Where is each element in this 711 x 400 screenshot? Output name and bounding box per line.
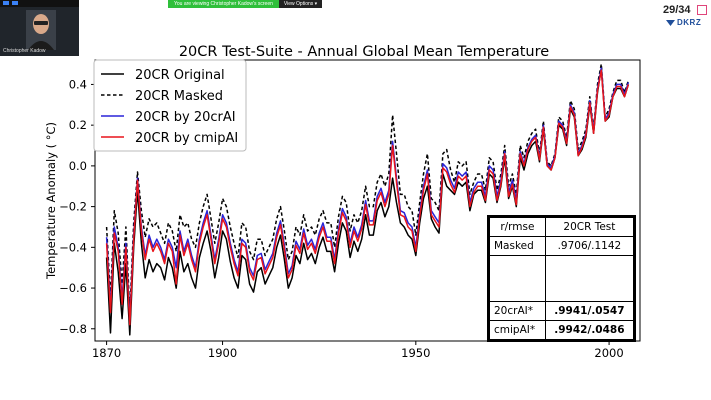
logo-text: DKRZ	[677, 18, 702, 27]
row-value-empty	[544, 255, 636, 302]
y-tick-label: 0.4	[69, 77, 87, 91]
legend-entry: 20CR by cmipAI	[135, 131, 238, 146]
row-label-masked: Masked	[488, 236, 546, 256]
plot-frame	[94, 59, 641, 342]
y-axis-label: Temperature Anomaly ( °C)	[44, 122, 58, 280]
row-label-empty	[488, 255, 546, 302]
legend-entry: 20CR Masked	[135, 89, 223, 104]
presenter-webcam[interactable]: Christopher Kadow	[0, 0, 79, 56]
y-tick-label: −0.2	[59, 200, 87, 214]
dkrz-logo-icon	[666, 19, 675, 26]
legend-box	[93, 59, 247, 152]
presenter-avatar	[26, 10, 56, 50]
table-header-metric: r/rmse	[488, 216, 546, 237]
dkrz-logo: DKRZ	[666, 18, 701, 27]
row-label-20crai: 20crAI*	[488, 301, 546, 321]
table-row	[488, 255, 636, 302]
row-value-masked: .9706/.1142	[544, 236, 636, 256]
y-tick-label: −0.8	[59, 322, 87, 336]
share-notice: You are viewing Christopher Kadow's scre…	[168, 0, 279, 8]
stats-table: r/rmse 20CR Test Masked .9706/.1142 20cr…	[487, 215, 636, 342]
table-row: 20crAI* .9941/.0547	[488, 301, 636, 321]
webcam-toolbar	[0, 0, 79, 7]
view-options-button[interactable]: View Options ▾	[278, 0, 323, 8]
view-options-label: View Options	[283, 1, 314, 7]
mic-icon	[12, 1, 18, 5]
row-label-cmipai: cmipAI*	[488, 320, 546, 341]
table-row: Masked .9706/.1142	[488, 236, 636, 256]
x-tick-label: 1900	[208, 346, 237, 360]
y-tick-label: 0.0	[69, 159, 87, 173]
screen-share-banner: You are viewing Christopher Kadow's scre…	[168, 0, 323, 8]
legend-entry: 20CR Original	[135, 68, 225, 83]
legend-entry: 20CR by 20crAI	[135, 110, 236, 125]
x-tick-label: 1950	[401, 346, 430, 360]
x-tick-label: 1870	[92, 346, 121, 360]
y-tick-label: −0.4	[59, 240, 87, 254]
chart-legend: 20CR Original 20CR Masked 20CR by 20crAI 20…	[93, 59, 247, 152]
camera-icon	[3, 1, 9, 5]
y-tick-label: −0.6	[59, 281, 87, 295]
slide-number: 29/34	[663, 4, 691, 16]
y-tick-label: 0.2	[69, 118, 87, 132]
chart-title: 20CR Test-Suite - Annual Global Mean Tem…	[179, 44, 549, 60]
row-value-20crai: .9941/.0547	[544, 301, 636, 321]
table-row: cmipAI* .9942/.0486	[488, 320, 636, 341]
row-value-cmipai: .9942/.0486	[544, 320, 636, 341]
presenter-name: Christopher Kadow	[3, 48, 46, 54]
series-line-3	[105, 69, 630, 326]
table-header-test: 20CR Test	[544, 216, 636, 237]
slide-marker-icon	[697, 5, 707, 15]
x-tick-label: 2000	[594, 346, 623, 360]
